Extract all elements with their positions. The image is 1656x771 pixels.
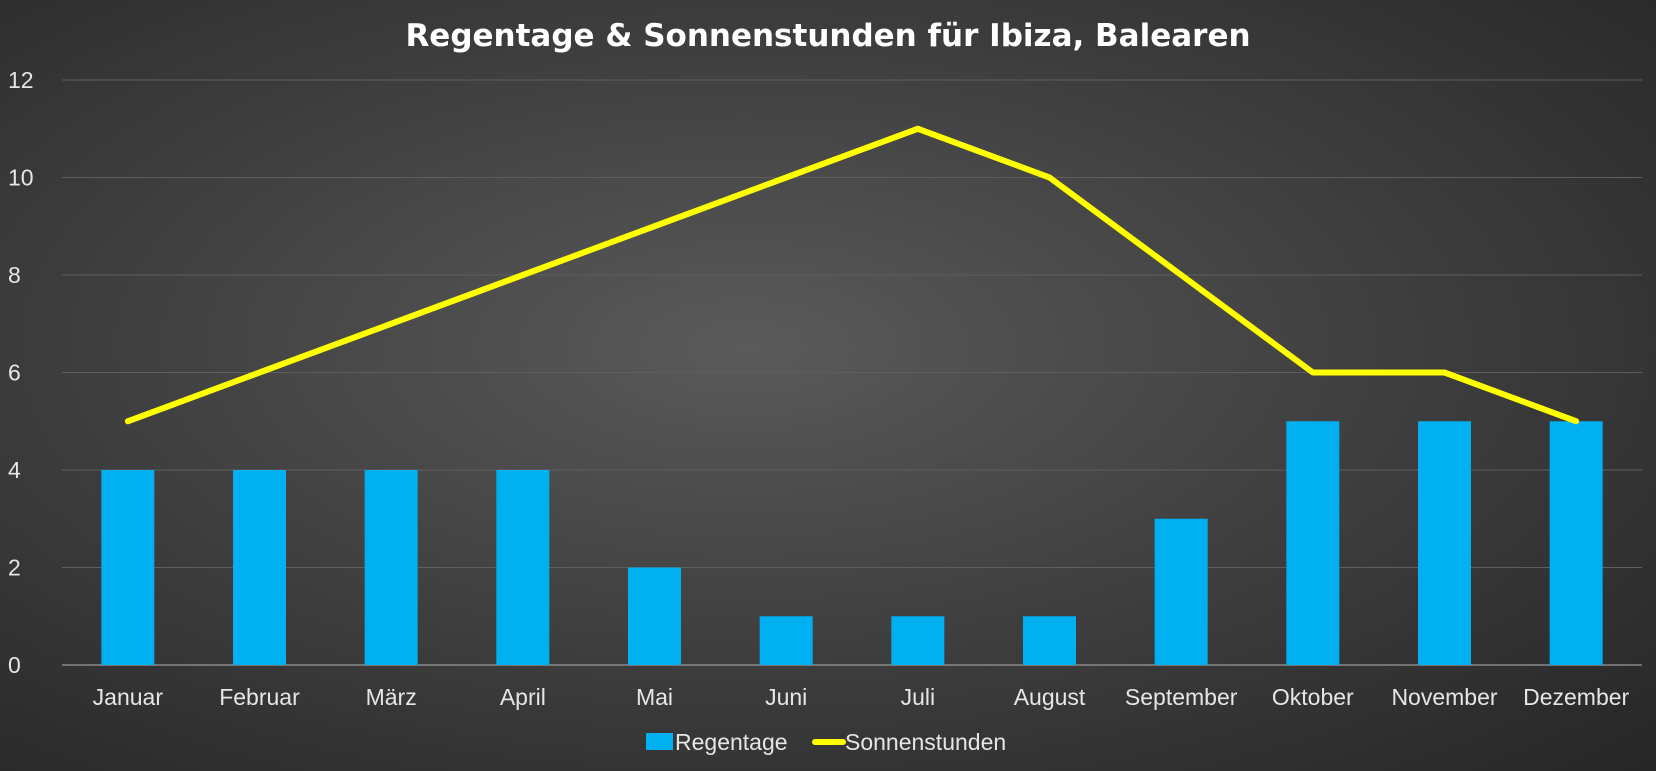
bar-regentage-1: [101, 470, 155, 665]
point-sonnenstunden-1: [127, 420, 129, 422]
y-tick-label: 0: [8, 652, 21, 678]
bar-regentage-7: [891, 616, 945, 665]
x-tick-label: April: [500, 684, 546, 710]
y-tick-label: 4: [8, 457, 21, 483]
point-sonnenstunden-12: [1575, 420, 1577, 422]
x-tick-label: Juli: [901, 684, 936, 710]
y-tick-label: 6: [8, 360, 21, 386]
x-tick-label: Oktober: [1272, 684, 1354, 710]
x-tick-label: Januar: [93, 684, 164, 710]
x-tick-label: September: [1125, 684, 1238, 710]
bar-regentage-11: [1418, 421, 1471, 665]
x-tick-label: Mai: [636, 684, 673, 710]
y-tick-label: 10: [8, 165, 34, 191]
bar-regentage-8: [1023, 616, 1076, 665]
x-tick-label: Dezember: [1523, 684, 1629, 710]
x-tick-label: Februar: [219, 684, 300, 710]
legend-label-regentage: Regentage: [675, 729, 788, 755]
bar-regentage-6: [759, 616, 813, 665]
point-sonnenstunden-7: [917, 128, 919, 130]
x-tick-label: November: [1391, 684, 1497, 710]
bar-regentage-5: [628, 567, 681, 665]
bar-regentage-12: [1549, 421, 1603, 665]
point-sonnenstunden-6: [785, 177, 787, 178]
y-tick-label: 2: [8, 555, 21, 581]
point-sonnenstunden-9: [1180, 274, 1182, 276]
legend: Regentage Sonnenstunden: [646, 729, 1006, 755]
line-sonnenstunden: [124, 125, 1580, 425]
y-axis-ticks: 0 2 4 6 8 10 12: [8, 67, 34, 678]
point-sonnenstunden-8: [1049, 177, 1050, 178]
bar-regentage-2: [233, 470, 286, 665]
point-sonnenstunden-5: [654, 225, 655, 227]
line-series: [124, 125, 1580, 425]
chart-title: Regentage & Sonnenstunden für Ibiza, Bal…: [405, 18, 1250, 54]
bar-regentage-3: [364, 470, 418, 665]
bar-regentage-10: [1286, 421, 1340, 665]
point-sonnenstunden-10: [1312, 372, 1314, 373]
point-sonnenstunden-3: [390, 323, 392, 325]
gridlines: [62, 79, 1642, 666]
bar-series: [101, 421, 1603, 665]
point-sonnenstunden-2: [259, 372, 260, 373]
x-axis-ticks: Januar Februar März April Mai Juni Juli August S…: [93, 684, 1630, 710]
x-tick-label: August: [1014, 684, 1086, 710]
point-sonnenstunden-4: [522, 274, 524, 276]
point-sonnenstunden-11: [1444, 372, 1445, 373]
x-tick-label: März: [366, 684, 417, 710]
bar-regentage-4: [496, 470, 550, 665]
legend-label-sonnenstunden: Sonnenstunden: [845, 729, 1006, 755]
bar-regentage-9: [1154, 518, 1208, 665]
x-tick-label: Juni: [765, 684, 807, 710]
y-tick-label: 12: [8, 67, 34, 93]
y-tick-label: 8: [8, 262, 21, 288]
legend-swatch-regentage: [646, 733, 673, 750]
